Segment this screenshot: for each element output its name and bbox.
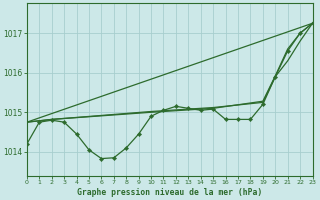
X-axis label: Graphe pression niveau de la mer (hPa): Graphe pression niveau de la mer (hPa) <box>77 188 262 197</box>
